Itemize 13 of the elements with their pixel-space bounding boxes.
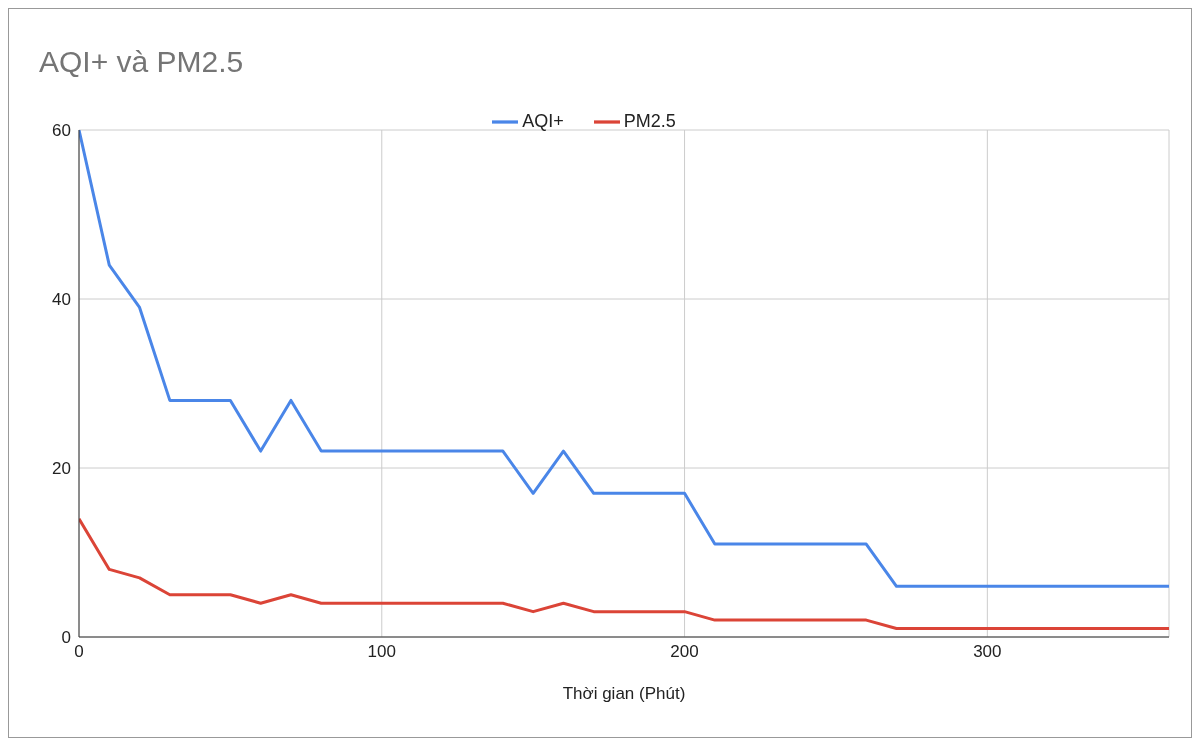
chart-title: AQI+ và PM2.5 <box>39 45 244 79</box>
y-tick-label: 0 <box>61 628 71 648</box>
y-tick-label: 60 <box>52 121 71 141</box>
x-tick-label: 200 <box>670 642 699 662</box>
line-series <box>79 517 1169 631</box>
y-tick-label: 20 <box>52 459 71 479</box>
legend-label: PM2.5 <box>623 110 676 131</box>
y-tick-label: 40 <box>52 290 71 310</box>
legend-label: AQI+ <box>522 110 564 131</box>
x-tick-label: 100 <box>367 642 396 662</box>
x-tick-label: 300 <box>973 642 1002 662</box>
x-axis-title: Thời gian (Phút) <box>562 684 686 703</box>
x-tick-label: 0 <box>74 642 84 662</box>
